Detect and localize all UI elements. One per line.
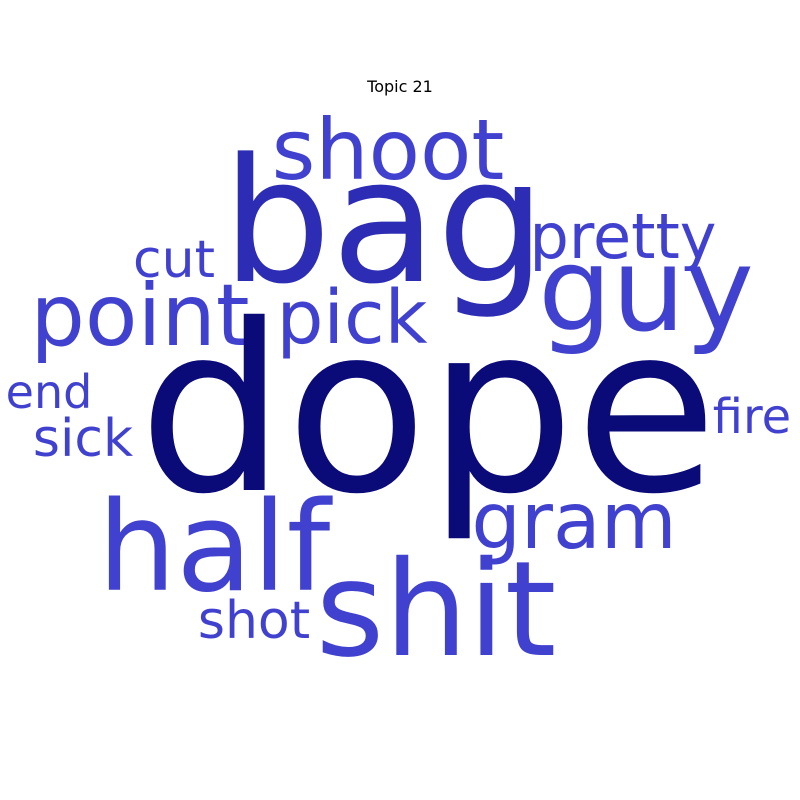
word-point: point (30, 266, 249, 366)
word-end: end (6, 365, 93, 419)
word-fire: fire (713, 389, 791, 445)
word-bag: bag (222, 121, 546, 322)
chart-title: Topic 21 (366, 77, 433, 96)
word-pretty: pretty (530, 200, 717, 273)
word-half: half (98, 476, 334, 620)
word-guy: guy (538, 223, 754, 358)
word-shit: shit (316, 533, 557, 687)
word-gram: gram (471, 477, 676, 567)
word-sick: sick (33, 409, 133, 469)
word-pick: pick (276, 275, 427, 361)
word-dope: dope (138, 275, 717, 545)
word-shoot: shoot (272, 101, 505, 199)
word-cloud: shoot bag pretty guy cut point pick end … (6, 101, 792, 687)
word-cut: cut (133, 230, 215, 290)
word-shot: shot (198, 591, 310, 651)
